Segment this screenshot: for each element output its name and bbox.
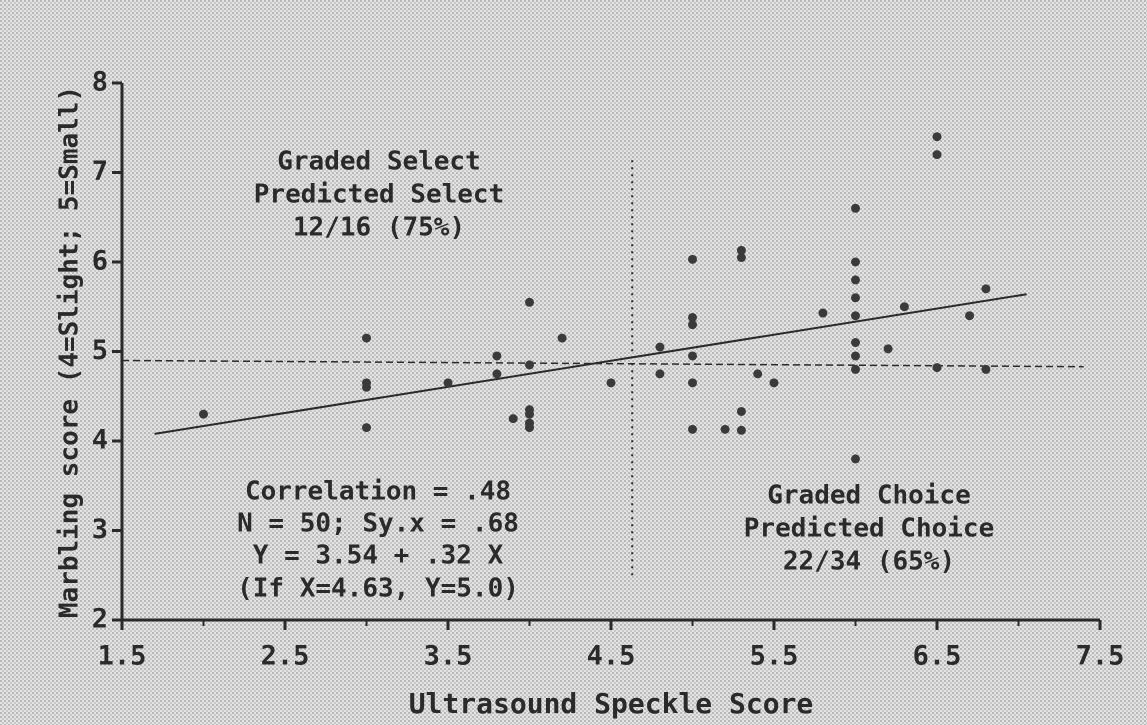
point <box>736 406 746 416</box>
y-tick-label: 7 <box>92 156 108 187</box>
point <box>362 382 371 392</box>
point <box>851 293 860 303</box>
y-tick-label: 2 <box>92 604 108 635</box>
point <box>362 423 371 433</box>
point <box>525 360 534 370</box>
y-tick-label: 5 <box>92 335 108 366</box>
y-tick-label: 8 <box>92 67 108 98</box>
point <box>932 132 942 142</box>
y-tick-label: 3 <box>92 514 108 545</box>
point <box>525 409 534 419</box>
point <box>688 320 697 330</box>
point <box>362 333 371 343</box>
point <box>736 425 746 435</box>
point <box>688 254 697 264</box>
point <box>851 275 860 285</box>
point <box>688 351 697 361</box>
point <box>851 454 860 464</box>
point <box>883 344 893 354</box>
point <box>851 311 860 321</box>
fit-line <box>154 293 1027 435</box>
point <box>492 351 502 361</box>
point <box>720 424 730 434</box>
point <box>769 378 779 388</box>
point <box>851 257 860 267</box>
point <box>688 378 697 388</box>
point <box>606 378 616 388</box>
point <box>899 302 909 312</box>
annotation: 22/34 (65%) <box>783 547 955 577</box>
point <box>655 369 665 379</box>
point <box>557 333 567 343</box>
point <box>851 351 860 361</box>
point <box>736 245 746 255</box>
point <box>981 364 991 374</box>
annotation: Graded Choice <box>767 481 971 511</box>
point <box>688 312 697 322</box>
point <box>525 423 534 433</box>
x-tick-label: 6.5 <box>913 641 962 672</box>
point <box>818 308 828 318</box>
annotation: Predicted Choice <box>744 514 994 544</box>
point <box>443 378 453 388</box>
point <box>981 284 991 294</box>
x-tick-label: 7.5 <box>1076 641 1125 672</box>
point <box>508 414 518 424</box>
point <box>655 342 665 352</box>
annotation: Predicted Select <box>254 180 504 210</box>
point <box>525 297 534 307</box>
annotation: Correlation = .48 <box>245 477 511 507</box>
x-tick-label: 3.5 <box>424 641 473 672</box>
point <box>932 150 942 160</box>
point <box>851 338 860 348</box>
annotation: N = 50; Sy.x = .68 <box>237 509 519 539</box>
x-tick-label: 2.5 <box>261 641 310 672</box>
x-tick-label: 1.5 <box>98 641 147 672</box>
annotation: Graded Select <box>277 147 481 177</box>
point <box>851 203 860 213</box>
y-tick-label: 4 <box>92 425 108 456</box>
mean-line <box>121 359 1084 368</box>
point <box>688 424 697 434</box>
point <box>492 369 502 379</box>
point <box>932 363 942 373</box>
annotation: 12/16 (75%) <box>293 213 465 243</box>
point <box>965 311 975 321</box>
annotation: Y = 3.54 + .32 X <box>253 541 504 571</box>
y-tick-label: 6 <box>92 246 108 277</box>
x-tick-label: 5.5 <box>750 641 799 672</box>
x-tick-label: 4.5 <box>587 641 636 672</box>
point <box>199 409 208 419</box>
point <box>736 253 746 263</box>
point <box>851 364 860 374</box>
point <box>753 369 763 379</box>
x-axis-label: Ultrasound Speckle Score <box>409 687 814 720</box>
annotation: (If X=4.63, Y=5.0) <box>237 574 519 604</box>
y-axis-label: Marbling score (4=Slight; 5=Small) <box>55 86 85 618</box>
